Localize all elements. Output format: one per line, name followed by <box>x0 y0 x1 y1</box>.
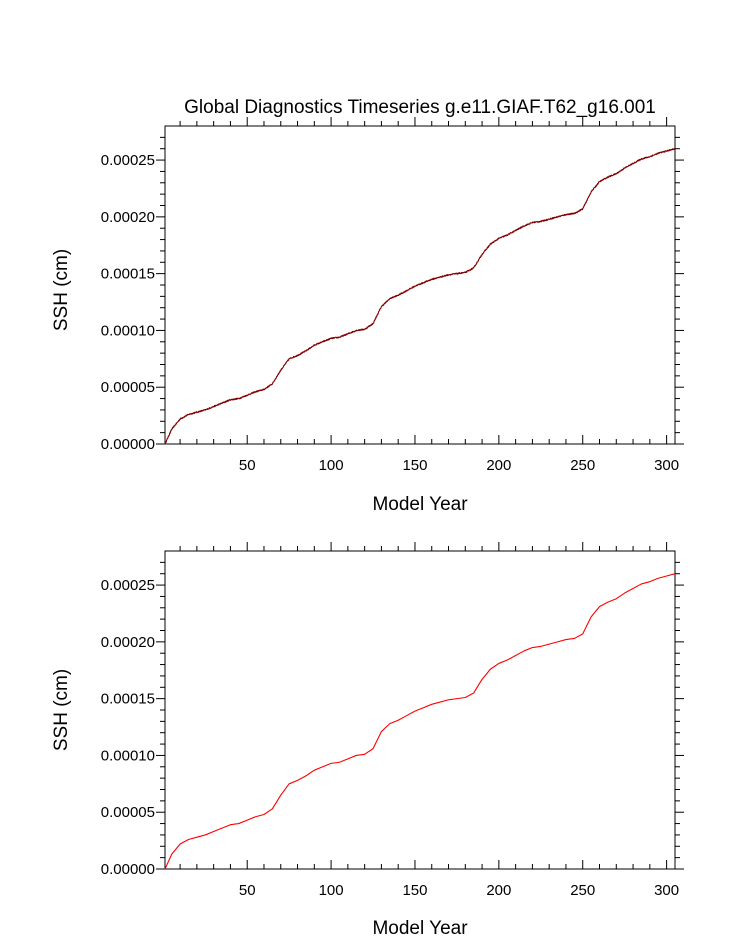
x-tick-label: 250 <box>570 882 595 899</box>
y-tick-label: 0.00015 <box>101 266 155 283</box>
y-tick-label: 0.00025 <box>101 577 155 594</box>
y-tick-label: 0.00010 <box>101 747 155 764</box>
y-tick-label: 0.00000 <box>101 436 155 453</box>
x-tick-label: 100 <box>319 882 344 899</box>
x-tick-label: 200 <box>486 882 511 899</box>
x-axis-label: Model Year <box>372 494 468 515</box>
bottom-chart: 50 100 150 200 250 300 0.00000 0.00005 0.00010 0.… <box>51 542 684 939</box>
x-tick-label: 300 <box>654 882 679 899</box>
x-tick-label: 150 <box>402 457 427 474</box>
y-tick-label: 0.00005 <box>101 804 155 821</box>
y-tick-label: 0.00015 <box>101 691 155 708</box>
plot-frame <box>164 550 676 870</box>
series-line <box>164 573 676 870</box>
y-axis-label: SSH (cm) <box>51 669 72 751</box>
y-tick-label: 0.00025 <box>101 152 155 169</box>
x-tick-label: 50 <box>239 457 256 474</box>
x-axis-label: Model Year <box>372 918 468 939</box>
chart-title: Global Diagnostics Timeseries g.e11.GIAF… <box>184 97 656 118</box>
bottom-chart-marks: 50 100 150 200 250 300 0.00000 0.00005 0.00010 0.… <box>101 542 684 899</box>
y-tick-label: 0.00010 <box>101 322 155 339</box>
x-tick-label: 250 <box>570 457 595 474</box>
x-tick-label: 300 <box>654 457 679 474</box>
x-tick-label: 100 <box>319 457 344 474</box>
plot-frame <box>164 125 676 445</box>
y-tick-label: 0.00000 <box>101 861 155 878</box>
x-tick-label: 200 <box>486 457 511 474</box>
y-axis-label: SSH (cm) <box>51 249 72 331</box>
x-tick-label: 150 <box>402 882 427 899</box>
y-tick-label: 0.00005 <box>101 379 155 396</box>
series-line <box>164 148 676 445</box>
x-tick-label: 50 <box>239 882 256 899</box>
y-tick-label: 0.00020 <box>101 209 155 226</box>
top-chart-marks: 50 100 150 200 250 300 0.00000 0.00005 0.00010 0.… <box>101 117 684 474</box>
y-tick-label: 0.00020 <box>101 634 155 651</box>
top-chart: Global Diagnostics Timeseries g.e11.GIAF… <box>51 97 684 515</box>
